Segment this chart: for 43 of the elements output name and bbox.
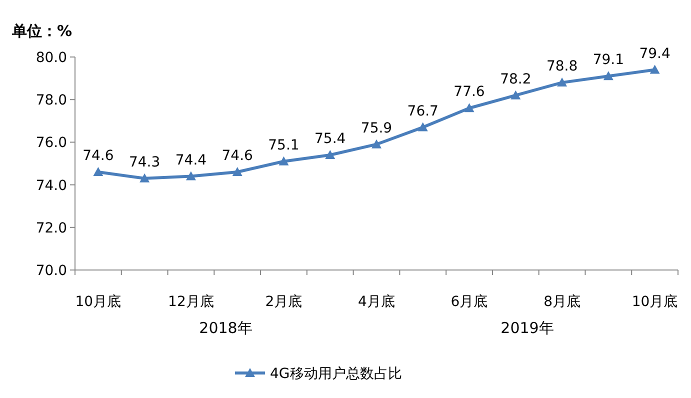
point [278,156,289,166]
point [557,78,568,87]
data-label: 79.1 [592,52,624,68]
y-tick-label: 80.0 [36,50,67,66]
text: 2018年 [199,319,252,337]
x-tick-label: 6月底 [450,294,488,310]
data-label: 74.6 [222,148,254,164]
data-label: 75.9 [360,120,392,136]
text: 2019年 [500,319,554,337]
y-tick-label: 76.0 [36,135,67,152]
y-axis-title: 单位：% [11,22,72,40]
data-label: 79.4 [639,46,670,62]
x-tick-label: 10月底 [75,294,122,310]
x-tick-label: 4月底 [358,294,395,310]
y-tick-label: 74.0 [36,178,67,194]
point [603,71,614,80]
data-label: 74.6 [82,148,114,164]
point [464,103,474,112]
x-tick-label: 10月底 [632,294,678,310]
point [186,171,196,180]
data-label: 74.3 [128,154,160,170]
point [510,90,521,100]
point [418,122,428,132]
data-label: 75.4 [314,130,346,147]
point [140,173,150,182]
point [650,64,660,74]
y-tick-label: 78.0 [36,92,67,109]
point [372,139,382,148]
point [325,150,336,159]
y-tick-label: 70.0 [36,263,67,279]
x-tick-label: 12月底 [168,294,214,310]
data-label: 76.7 [407,103,438,120]
data-label: 75.1 [268,137,300,154]
y-tick-label: 72.0 [36,220,67,236]
legend-label: 4G移动用户总数占比 [270,366,402,382]
x-tick-label: 2月底 [265,294,302,310]
data-label: 78.2 [500,71,532,88]
data-label: 77.6 [454,84,485,100]
point [93,167,104,176]
x-tick-label: 8月底 [544,294,580,310]
data-label: 78.8 [546,58,578,75]
data-label: 74.4 [175,152,207,168]
point [232,167,242,176]
